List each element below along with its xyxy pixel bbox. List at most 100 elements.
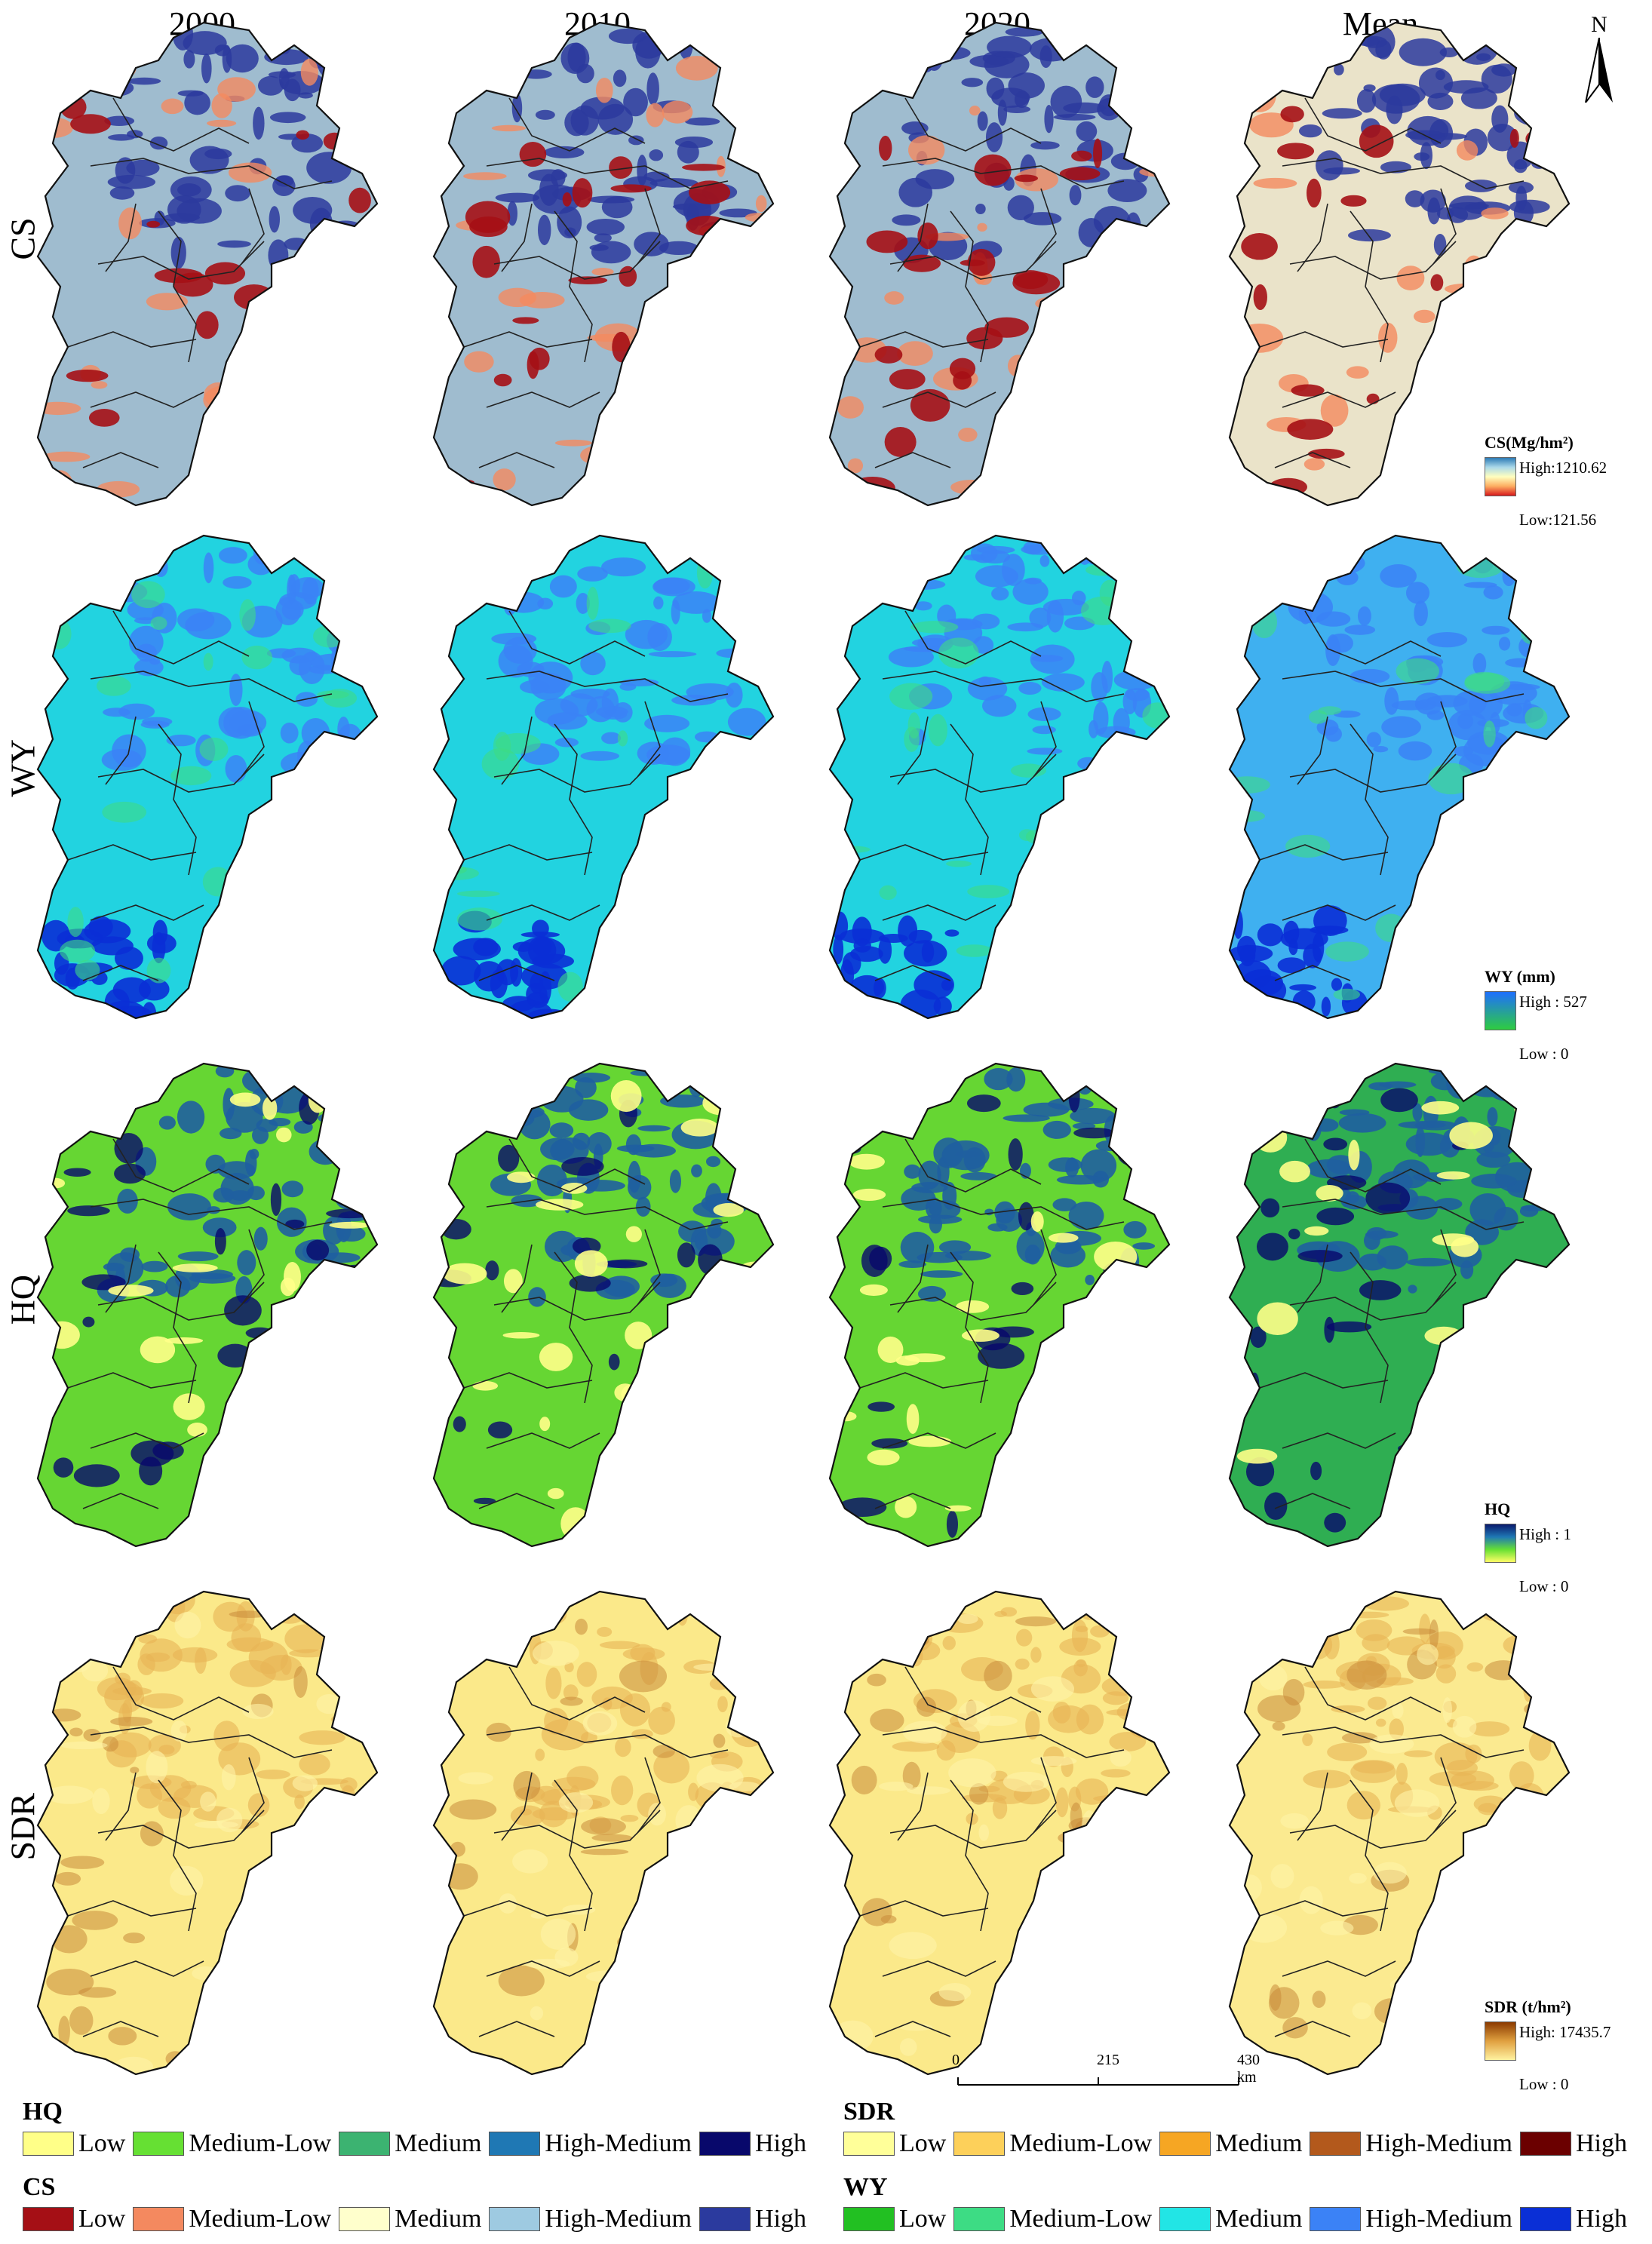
map-texture [487, 1421, 513, 1439]
map-texture [1006, 924, 1051, 934]
map-texture [549, 1122, 574, 1139]
map-hq-2000 [23, 1056, 415, 1554]
map-texture [906, 1404, 920, 1435]
map-texture [643, 399, 671, 424]
map-texture [1490, 1372, 1519, 1388]
map-texture [1338, 1113, 1386, 1133]
map-texture [646, 72, 659, 106]
map-texture [1154, 2004, 1168, 2022]
map-texture [218, 1445, 260, 1454]
sdr-class-label: Low [899, 2129, 947, 2157]
region-outline [432, 534, 775, 1020]
sdr-class-label: Medium [1215, 2129, 1303, 2157]
cs-class-label: Medium-Low [189, 2205, 332, 2233]
map-texture [914, 601, 932, 611]
map-hq-mean [1214, 1056, 1607, 1554]
map-texture [299, 1608, 342, 1628]
map-texture [47, 470, 73, 499]
map-texture [463, 1607, 505, 1629]
map-texture [1320, 1920, 1354, 1935]
map-texture [669, 1169, 681, 1193]
sdr-legend-low: Low : 0 [1519, 2075, 1569, 2093]
map-texture [1132, 1242, 1156, 1250]
map-texture [1074, 1515, 1092, 1543]
map-texture [916, 1696, 937, 1717]
sdr-class-legend: SDR Low Medium-Low Medium High-Medium High [843, 2097, 1635, 2160]
map-texture [1357, 606, 1371, 626]
map-texture [1466, 1074, 1511, 1097]
map-texture [280, 722, 299, 744]
district-boundary [897, 716, 929, 785]
district-boundary [105, 716, 137, 785]
map-texture [1478, 1803, 1498, 1816]
map-texture [103, 708, 131, 717]
map-texture [152, 919, 168, 946]
map-texture [177, 1251, 219, 1262]
map-texture [172, 23, 194, 51]
map-texture [1113, 103, 1123, 115]
map-texture [938, 637, 979, 669]
map-texture [225, 754, 247, 783]
map-texture [58, 2015, 70, 2046]
map-texture [520, 69, 552, 79]
map-texture [625, 619, 668, 649]
map-texture [513, 33, 523, 57]
map-texture [150, 616, 167, 631]
hq-class-legend-title: HQ [23, 2098, 63, 2126]
map-texture [1417, 2003, 1447, 2019]
map-texture [326, 1208, 374, 1219]
map-texture [300, 58, 318, 86]
map-texture [1016, 1629, 1033, 1647]
map-texture [631, 1143, 676, 1158]
map-texture [81, 1274, 126, 1291]
map-texture [1316, 150, 1343, 181]
map-texture [327, 1618, 341, 1625]
map-texture [1363, 84, 1376, 92]
map-texture [104, 115, 135, 127]
map-texture [1080, 1149, 1117, 1182]
map-texture [1405, 190, 1425, 207]
region-outline [432, 1590, 775, 2076]
map-texture [1277, 143, 1315, 160]
map-texture [491, 124, 526, 132]
map-texture [652, 1524, 668, 1534]
wy-class-item: High-Medium [1310, 2205, 1512, 2233]
map-texture [702, 1610, 732, 1621]
map-texture [142, 1076, 155, 1101]
map-texture [892, 1741, 940, 1752]
map-texture [1472, 652, 1487, 675]
map-texture [601, 196, 633, 219]
map-texture [535, 1748, 545, 1761]
district-boundary [112, 1138, 250, 1193]
map-texture [1253, 177, 1297, 189]
map-texture [1081, 1383, 1101, 1398]
map-texture [1407, 2031, 1421, 2055]
map-texture [697, 1469, 731, 1482]
map-texture [1008, 1138, 1023, 1171]
map-texture [1432, 1646, 1456, 1669]
map-texture [544, 1708, 569, 1735]
map-texture [717, 1696, 728, 1713]
map-texture [576, 1180, 625, 1192]
map-texture [1460, 87, 1497, 109]
map-texture [858, 1605, 897, 1629]
map-texture [601, 732, 622, 744]
map-texture [1428, 1067, 1473, 1075]
map-texture [75, 959, 100, 981]
map-texture [60, 1856, 105, 1869]
map-texture [537, 597, 554, 609]
map-texture [718, 1274, 734, 1295]
map-texture [1516, 1675, 1526, 1684]
map-texture [1254, 1612, 1295, 1638]
map-texture [102, 801, 147, 823]
map-texture [259, 1865, 306, 1883]
map-texture [1280, 1813, 1309, 1829]
map-texture [1230, 776, 1270, 794]
map-texture [1434, 1198, 1463, 1211]
map-texture [719, 1282, 763, 1307]
map-texture [54, 1871, 81, 1886]
map-texture [732, 23, 750, 49]
cs-legend-gradient [1485, 457, 1516, 496]
map-texture [967, 677, 1008, 701]
map-texture [1448, 709, 1487, 741]
